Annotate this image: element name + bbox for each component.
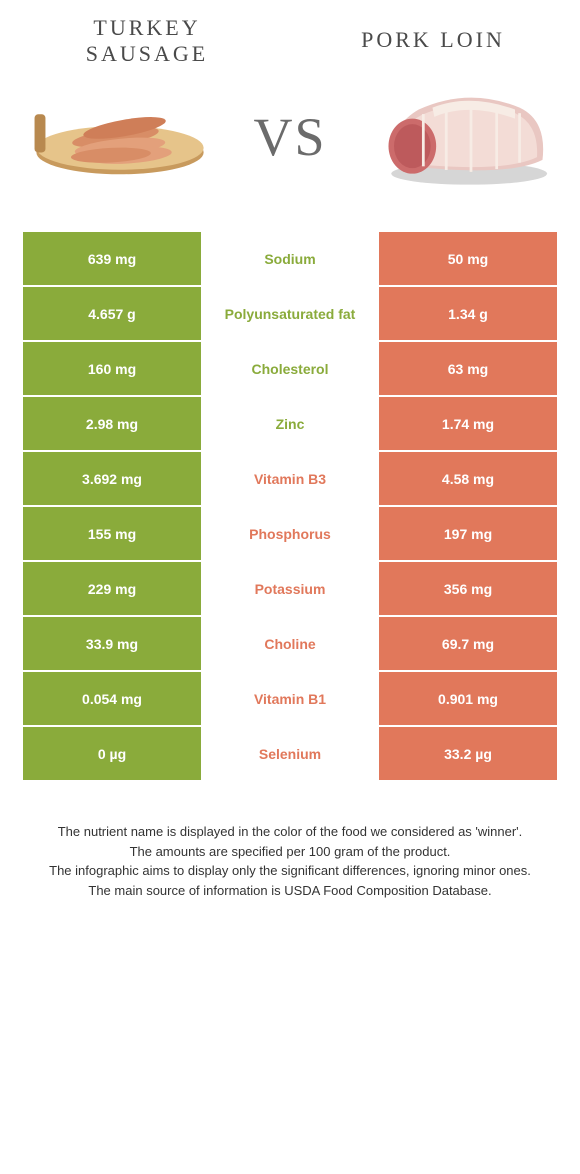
table-row: 639 mgSodium50 mg (23, 232, 557, 287)
nutrient-table: 639 mgSodium50 mg4.657 gPolyunsaturated … (23, 232, 557, 782)
nutrient-name-cell: Potassium (201, 562, 379, 617)
nutrient-name-cell: Selenium (201, 727, 379, 782)
nutrient-name-cell: Sodium (201, 232, 379, 287)
right-value-cell: 4.58 mg (379, 452, 557, 507)
table-row: 4.657 gPolyunsaturated fat1.34 g (23, 287, 557, 342)
table-row: 155 mgPhosphorus197 mg (23, 507, 557, 562)
left-value-cell: 4.657 g (23, 287, 201, 342)
images-row: VS (0, 77, 580, 212)
table-row: 0 µgSelenium33.2 µg (23, 727, 557, 782)
left-value-cell: 2.98 mg (23, 397, 201, 452)
footer-line: The infographic aims to display only the… (40, 861, 540, 881)
nutrient-name-cell: Choline (201, 617, 379, 672)
nutrient-name-cell: Phosphorus (201, 507, 379, 562)
header: Turkey sausage Pork loin (0, 0, 580, 77)
right-value-cell: 197 mg (379, 507, 557, 562)
table-row: 3.692 mgVitamin B34.58 mg (23, 452, 557, 507)
footer-line: The amounts are specified per 100 gram o… (40, 842, 540, 862)
left-value-cell: 229 mg (23, 562, 201, 617)
right-value-cell: 0.901 mg (379, 672, 557, 727)
footer-line: The nutrient name is displayed in the co… (40, 822, 540, 842)
right-value-cell: 33.2 µg (379, 727, 557, 782)
table-row: 2.98 mgZinc1.74 mg (23, 397, 557, 452)
nutrient-name-cell: Vitamin B1 (201, 672, 379, 727)
left-value-cell: 33.9 mg (23, 617, 201, 672)
table-row: 0.054 mgVitamin B10.901 mg (23, 672, 557, 727)
infographic-container: Turkey sausage Pork loin VS (0, 0, 580, 900)
right-food-title: Pork loin (316, 15, 550, 53)
left-value-cell: 0.054 mg (23, 672, 201, 727)
table-row: 160 mgCholesterol63 mg (23, 342, 557, 397)
pork-loin-icon (365, 82, 555, 192)
vs-label: VS (253, 106, 326, 168)
footer-notes: The nutrient name is displayed in the co… (40, 822, 540, 900)
table-row: 33.9 mgCholine69.7 mg (23, 617, 557, 672)
footer-line: The main source of information is USDA F… (40, 881, 540, 901)
turkey-sausage-icon (25, 82, 215, 192)
table-row: 229 mgPotassium356 mg (23, 562, 557, 617)
left-value-cell: 0 µg (23, 727, 201, 782)
nutrient-name-cell: Polyunsaturated fat (201, 287, 379, 342)
nutrient-name-cell: Zinc (201, 397, 379, 452)
left-value-cell: 639 mg (23, 232, 201, 287)
nutrient-name-cell: Cholesterol (201, 342, 379, 397)
left-food-title: Turkey sausage (30, 15, 264, 67)
right-value-cell: 1.74 mg (379, 397, 557, 452)
left-value-cell: 160 mg (23, 342, 201, 397)
left-value-cell: 155 mg (23, 507, 201, 562)
right-value-cell: 63 mg (379, 342, 557, 397)
right-value-cell: 1.34 g (379, 287, 557, 342)
left-value-cell: 3.692 mg (23, 452, 201, 507)
nutrient-name-cell: Vitamin B3 (201, 452, 379, 507)
right-value-cell: 50 mg (379, 232, 557, 287)
right-value-cell: 356 mg (379, 562, 557, 617)
right-value-cell: 69.7 mg (379, 617, 557, 672)
